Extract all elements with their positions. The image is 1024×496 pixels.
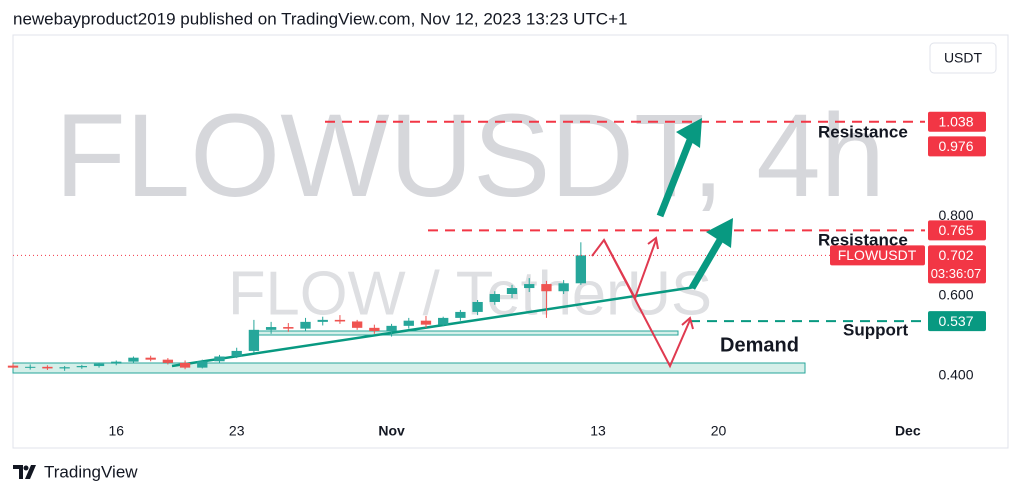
marks <box>7 120 925 371</box>
arrow-head <box>647 236 659 250</box>
x-tick-label: 20 <box>711 423 727 439</box>
zigzag <box>591 238 691 369</box>
price-label: 0.537 <box>938 313 973 329</box>
price-label-box <box>928 220 986 241</box>
demand-zone <box>12 362 806 374</box>
candle-body <box>386 325 397 332</box>
candle-body <box>197 361 208 368</box>
last-price-box <box>928 245 986 284</box>
arrow-head <box>676 118 702 148</box>
arrow <box>656 138 694 218</box>
logo: TradingView <box>13 462 138 481</box>
currency-label: USDT <box>944 50 983 66</box>
candle-body <box>403 320 414 326</box>
logo-text: TradingView <box>44 462 138 481</box>
candle-body <box>111 361 122 364</box>
annotation: Support <box>843 320 908 339</box>
trend-line <box>171 285 696 368</box>
price-axis: 0.400 0.600 0.800 16 23 Nov 13 20 Dec 1.038 0.976 0… <box>108 111 986 439</box>
green-arrows <box>656 118 733 290</box>
x-tick-label: 16 <box>108 423 124 439</box>
header: newebayproduct2019 published on TradingV… <box>13 9 627 28</box>
candle-body <box>59 367 70 369</box>
arrow <box>688 238 724 290</box>
zone <box>254 330 679 336</box>
candle-body <box>369 327 380 332</box>
chart-frame <box>12 34 1009 449</box>
candle-body <box>420 320 432 325</box>
y-tick-label: 0.400 <box>938 366 973 382</box>
price-label-box <box>928 136 986 157</box>
candle-body <box>351 321 363 328</box>
y-tick-label: 0.800 <box>938 207 973 223</box>
candle-body <box>179 362 191 368</box>
x-tick-label: 23 <box>229 423 245 439</box>
x-tick-label: 13 <box>590 423 606 439</box>
candle-body <box>42 366 53 369</box>
last-price-label: 0.702 <box>938 247 973 263</box>
annotation: Resistance <box>818 122 908 141</box>
annotation: Resistance <box>818 230 908 249</box>
annotation: Demand <box>720 334 799 356</box>
y-tick-label: 0.600 <box>938 287 973 303</box>
candle-body <box>317 319 328 322</box>
candle-body <box>489 294 500 302</box>
candle-body <box>7 365 19 368</box>
price-label: 0.765 <box>938 222 973 238</box>
watermark: FLOWUSDT, 4h <box>55 90 885 222</box>
arrow-head <box>706 218 733 248</box>
candle-body <box>472 301 483 312</box>
candle-body <box>76 366 87 368</box>
candle-body <box>128 357 139 362</box>
candle-body <box>541 284 552 292</box>
x-tick-label: Nov <box>378 423 405 439</box>
countdown-label: 03:36:07 <box>931 266 982 281</box>
candle-body <box>214 356 225 362</box>
candle-body <box>455 311 466 318</box>
price-label-box <box>928 311 986 332</box>
price-label: 0.976 <box>938 138 973 154</box>
zigzag <box>603 239 657 301</box>
arrow-head <box>681 316 694 330</box>
price-label: 1.038 <box>938 113 973 129</box>
candle-body <box>162 359 174 363</box>
candle-body <box>558 283 569 292</box>
candle-body <box>145 357 156 360</box>
candle-body <box>283 327 294 329</box>
candle-body <box>25 366 36 368</box>
candle-body <box>93 363 105 367</box>
price-label-box <box>928 111 986 132</box>
symbol-label: FLOWUSDT <box>838 247 917 263</box>
watermark-sub: FLOW / TetherUS <box>228 259 712 328</box>
x-tick-label: Dec <box>895 423 921 439</box>
candle-body <box>334 319 346 322</box>
symbol-box <box>830 245 925 266</box>
currency-button[interactable] <box>929 42 997 74</box>
logo-icon <box>13 465 36 479</box>
candle-body <box>231 350 242 357</box>
candle-body <box>248 329 260 351</box>
candle-body <box>265 327 277 330</box>
candle-body <box>300 321 311 329</box>
candle-body <box>506 288 518 295</box>
candle-body <box>575 255 587 284</box>
candle-body <box>438 317 449 325</box>
logo-dot <box>23 465 29 471</box>
candle-body <box>524 284 535 289</box>
red-path <box>591 236 694 369</box>
